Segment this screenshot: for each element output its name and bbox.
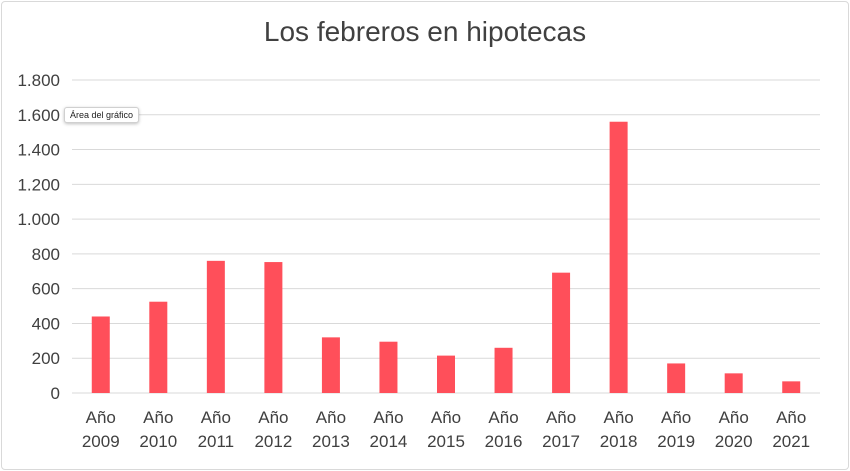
- bar[interactable]: [494, 347, 513, 393]
- bar[interactable]: [437, 355, 455, 393]
- x-tick-label: Año 2009: [82, 408, 120, 451]
- y-tick-label: 1.400: [17, 141, 60, 160]
- bar[interactable]: [609, 121, 628, 393]
- x-tick-label: Año 2020: [715, 408, 753, 451]
- chart-area-tooltip: Área del gráfico: [64, 107, 140, 123]
- y-tick-label: 800: [32, 245, 60, 264]
- x-tick-label: Año 2010: [139, 408, 177, 451]
- x-tick-label: Año 2017: [542, 408, 580, 451]
- y-tick-label: 1.000: [17, 210, 60, 229]
- x-tick-label: Año 2021: [772, 408, 810, 451]
- x-tick-label: Año 2016: [485, 408, 523, 451]
- bar[interactable]: [782, 381, 801, 393]
- y-tick-label: 0: [51, 384, 60, 403]
- y-tick-label: 400: [32, 314, 60, 333]
- y-tick-label: 1.800: [17, 71, 60, 90]
- y-tick-label: 1.200: [17, 175, 60, 194]
- chart-title: Los febreros en hipotecas: [263, 16, 587, 47]
- y-tick-label: 200: [32, 349, 60, 368]
- bar[interactable]: [321, 337, 340, 393]
- bar[interactable]: [724, 373, 743, 393]
- x-tick-label: Año 2014: [370, 408, 408, 451]
- x-tick-label: Año 2015: [427, 408, 465, 451]
- bar[interactable]: [91, 316, 110, 393]
- bar[interactable]: [667, 363, 686, 393]
- x-tick-label: Año 2019: [657, 408, 695, 451]
- x-tick-label: Año 2018: [600, 408, 638, 451]
- bar[interactable]: [149, 301, 168, 393]
- bar[interactable]: [552, 272, 571, 393]
- y-tick-label: 1.600: [17, 106, 60, 125]
- bar[interactable]: [206, 260, 225, 393]
- x-tick-label: Año 2011: [198, 408, 235, 451]
- y-tick-label: 600: [32, 280, 60, 299]
- x-tick-label: Año 2012: [254, 408, 292, 451]
- bar[interactable]: [379, 341, 398, 393]
- x-tick-label: Año 2013: [312, 408, 350, 451]
- bar[interactable]: [264, 262, 283, 393]
